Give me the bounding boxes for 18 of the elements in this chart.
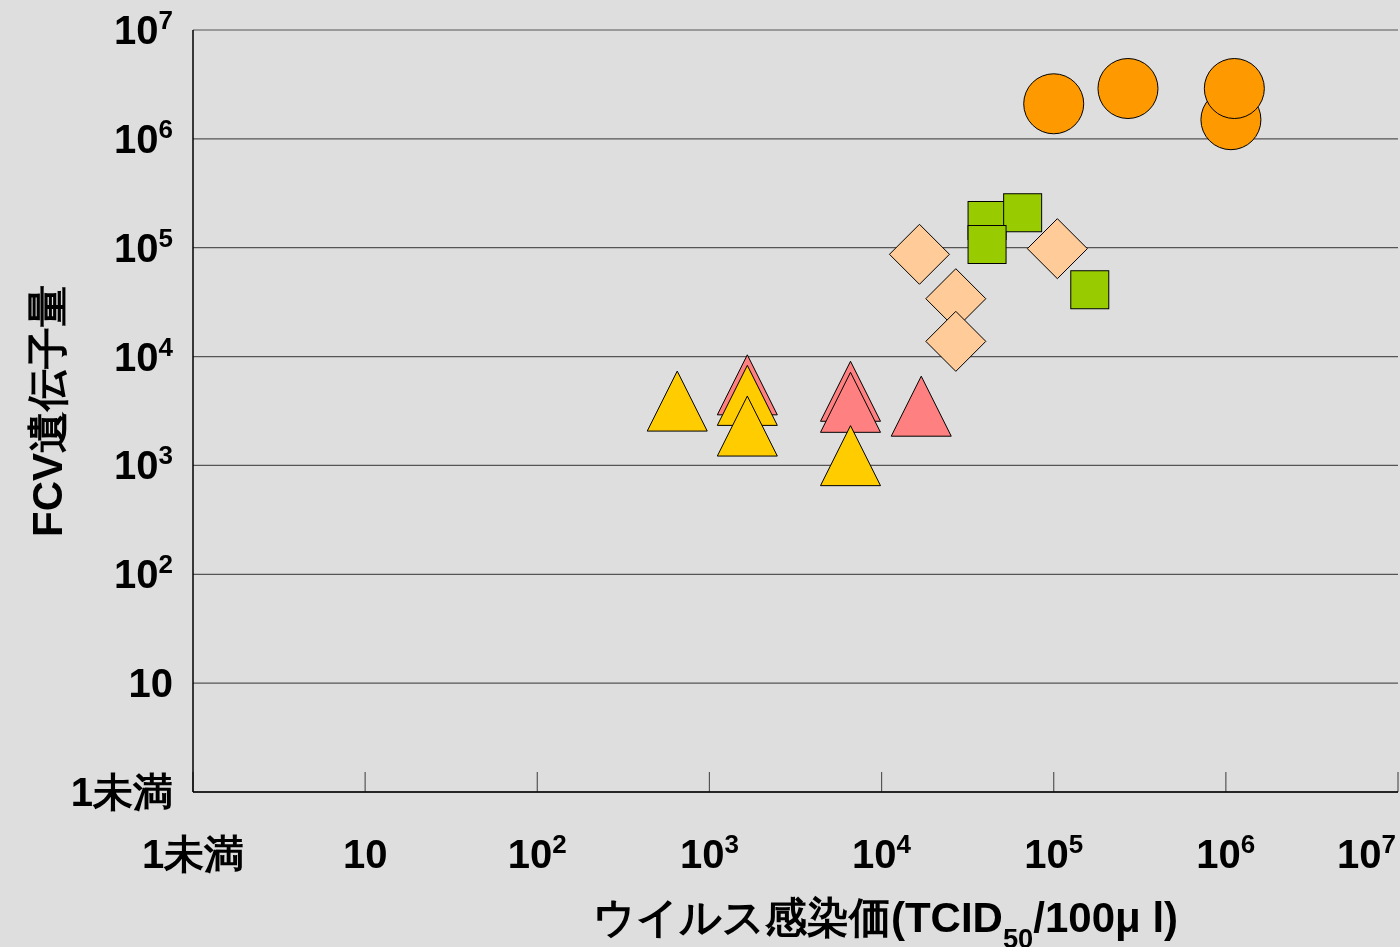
x-tick-label: 10 bbox=[342, 832, 388, 876]
x-tick-label: 10$^{4}$ bbox=[852, 829, 912, 876]
y-tick-label: 1未満 bbox=[70, 770, 173, 814]
y-axis-title: FCV遺伝子量 bbox=[24, 285, 71, 537]
y-tick-label: 10$^{3}$ bbox=[114, 440, 173, 488]
x-tick-label: 10$^{7}$ bbox=[1337, 829, 1396, 876]
x-tick-label: 10$^{5}$ bbox=[1024, 829, 1084, 876]
x-tick-label: 10$^{6}$ bbox=[1196, 829, 1256, 876]
x-axis-title: ウイルス感染価(TCID$_{50}$/100μ l) bbox=[592, 894, 1179, 947]
y-tick-label: 10$^{6}$ bbox=[114, 113, 173, 161]
y-tick-label: 10$^{2}$ bbox=[114, 549, 173, 597]
y-tick-label: 10$^{7}$ bbox=[114, 5, 173, 52]
x-tick-label: 10$^{3}$ bbox=[679, 829, 739, 876]
y-tick-label: 10$^{4}$ bbox=[114, 331, 174, 379]
y-tick-label: 10$^{5}$ bbox=[114, 222, 173, 270]
y-tick-label: 10 bbox=[128, 661, 173, 706]
x-tick-label: 1未満 bbox=[141, 832, 245, 876]
x-tick-label: 10$^{2}$ bbox=[507, 829, 567, 876]
